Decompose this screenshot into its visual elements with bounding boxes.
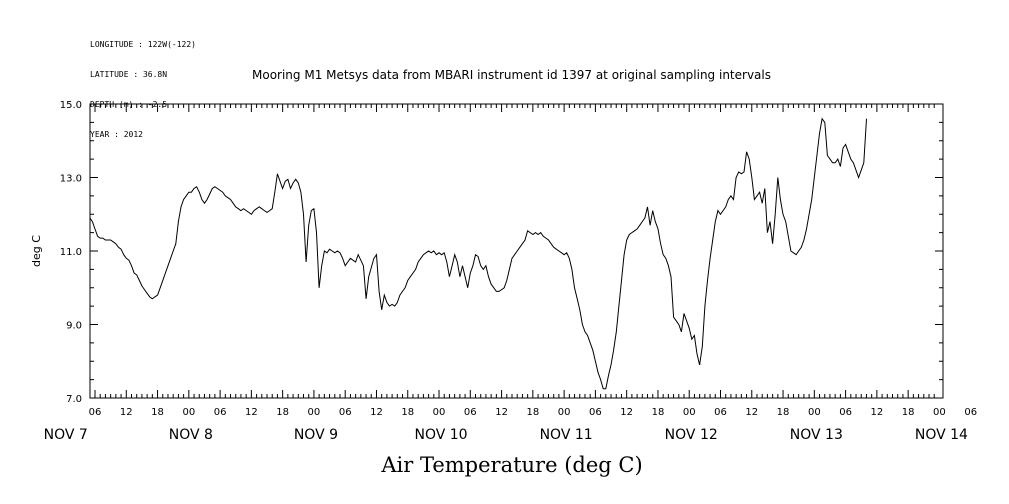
x-tick-label: 06 xyxy=(214,407,227,418)
y-tick-label: 9.0 xyxy=(66,321,82,332)
x-day-label: NOV 11 xyxy=(540,427,593,443)
x-tick-label: 12 xyxy=(620,407,633,418)
x-tick-label: 18 xyxy=(276,407,289,418)
x-tick-label: 12 xyxy=(745,407,758,418)
chart-x-title: Air Temperature (deg C) xyxy=(381,453,643,477)
y-tick-label: 13.0 xyxy=(60,174,82,185)
plot-frame xyxy=(89,103,944,399)
y-axis-label: deg C xyxy=(30,235,43,267)
x-day-label: NOV 8 xyxy=(169,427,213,443)
x-tick-label: 00 xyxy=(808,407,821,418)
x-tick-label: 00 xyxy=(933,407,946,418)
x-day-label: NOV 12 xyxy=(665,427,718,443)
x-tick-label: 12 xyxy=(495,407,508,418)
x-tick-label: 00 xyxy=(558,407,571,418)
x-axis: 06 12 18 00 06 12 18 00 06 12 18 00 06 12 18 00 06 12 18 00… xyxy=(44,104,977,443)
y-axis: 7.0 9.0 11.0 13.0 15.0 xyxy=(60,100,943,405)
plot-title: Mooring M1 Metsys data from MBARI instru… xyxy=(252,68,771,82)
x-tick-label: 18 xyxy=(526,407,539,418)
x-day-label: NOV 13 xyxy=(790,427,843,443)
x-tick-label: 12 xyxy=(370,407,383,418)
x-tick-label: 12 xyxy=(120,407,133,418)
x-tick-label: 06 xyxy=(839,407,852,418)
x-tick-label: 06 xyxy=(714,407,727,418)
x-tick-label: 06 xyxy=(339,407,352,418)
x-tick-label: 06 xyxy=(89,407,102,418)
x-tick-label: 18 xyxy=(652,407,665,418)
y-tick-label: 15.0 xyxy=(60,100,82,111)
meta-longitude: LONGITUDE : 122W(-122) xyxy=(90,40,196,49)
x-tick-label: 18 xyxy=(151,407,164,418)
x-tick-label: 12 xyxy=(871,407,884,418)
x-tick-label: 18 xyxy=(902,407,915,418)
meta-year: YEAR : 2012 xyxy=(90,130,143,139)
x-tick-label: 18 xyxy=(401,407,414,418)
y-tick-label: 11.0 xyxy=(60,247,82,258)
x-tick-label: 00 xyxy=(683,407,696,418)
x-day-label: NOV 14 xyxy=(915,427,968,443)
x-tick-label: 00 xyxy=(433,407,446,418)
series-line xyxy=(89,117,867,390)
x-tick-label: 06 xyxy=(589,407,602,418)
x-tick-label: 18 xyxy=(777,407,790,418)
x-tick-label: 00 xyxy=(308,407,321,418)
x-day-label: NOV 9 xyxy=(294,427,338,443)
y-tick-label: 7.0 xyxy=(66,394,82,405)
x-tick-label: 06 xyxy=(964,407,977,418)
x-day-label: NOV 7 xyxy=(44,427,88,443)
meta-latitude: LATITUDE : 36.8N xyxy=(90,70,168,79)
x-tick-label: 00 xyxy=(182,407,195,418)
x-tick-label: 06 xyxy=(464,407,477,418)
x-day-label: NOV 10 xyxy=(414,427,467,443)
x-tick-label: 12 xyxy=(245,407,258,418)
